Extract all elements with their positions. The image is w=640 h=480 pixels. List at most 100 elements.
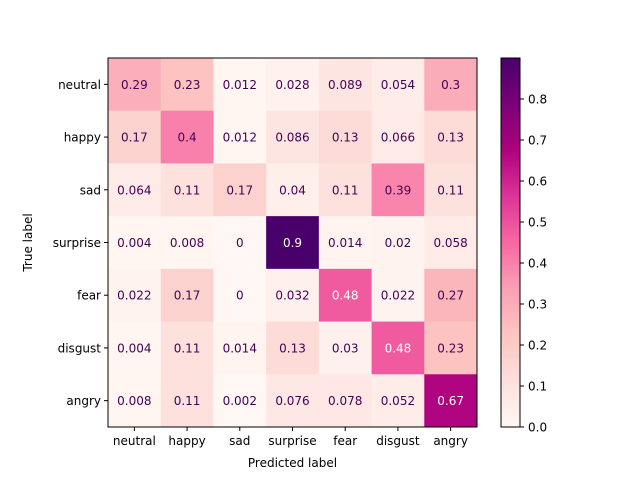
y-tick-label: fear (77, 289, 101, 303)
heatmap-cells (108, 58, 478, 428)
heatmap-cell (266, 321, 320, 375)
cell-value-label: 0.13 (437, 131, 464, 145)
heatmap-cell (318, 58, 373, 112)
heatmap-cell (266, 268, 320, 323)
heatmap-cell (266, 374, 320, 428)
cell-value-label: 0.004 (117, 236, 151, 250)
x-tick-label: neutral (113, 434, 156, 448)
cell-value-label: 0.012 (223, 78, 257, 92)
heatmap-cell (160, 216, 214, 270)
heatmap-cell (213, 163, 267, 217)
heatmap-cell (424, 321, 478, 375)
cell-value-label: 0.17 (226, 183, 253, 197)
cell-value-label: 0.032 (275, 289, 309, 303)
colorbar-tick-label: 0.0 (528, 421, 547, 435)
x-tick-label: happy (168, 434, 205, 448)
heatmap-cell (266, 216, 320, 270)
y-tick-label: surprise (53, 236, 101, 250)
cell-value-label: 0.11 (332, 183, 359, 197)
heatmap-cell (318, 110, 373, 164)
cell-value-label: 0.29 (121, 78, 148, 92)
heatmap-cell (266, 58, 320, 112)
heatmap-cell (371, 216, 425, 270)
colorbar-tick-label: 0.6 (528, 175, 547, 189)
colorbar-tick-label: 0.1 (528, 380, 547, 394)
heatmap-cell (318, 163, 373, 217)
cell-value-label: 0.67 (437, 394, 464, 408)
x-tick-label: disgust (376, 434, 420, 448)
heatmap-cell (318, 216, 373, 270)
cell-value-label: 0.086 (275, 131, 309, 145)
colorbar-tick-label: 0.3 (528, 298, 547, 312)
colorbar-tick-label: 0.7 (528, 134, 547, 148)
cell-value-label: 0.3 (441, 78, 460, 92)
cell-value-label: 0.48 (385, 341, 412, 355)
colorbar-tick-label: 0.4 (528, 257, 547, 271)
y-tick-label: happy (64, 131, 101, 145)
heatmap-cell (213, 216, 267, 270)
cell-value-label: 0.064 (117, 183, 151, 197)
cell-value-label: 0.076 (275, 394, 309, 408)
cell-value-label: 0.008 (117, 394, 151, 408)
cell-value-label: 0.008 (170, 236, 204, 250)
heatmap-cell (160, 321, 214, 375)
heatmap-cell (371, 321, 425, 375)
heatmap-cell (213, 58, 267, 112)
y-axis-label: True label (21, 213, 35, 272)
colorbar (500, 57, 521, 428)
cell-value-label: 0.13 (332, 131, 359, 145)
cell-value-label: 0.012 (223, 131, 257, 145)
cell-value-label: 0.48 (332, 289, 359, 303)
y-tick-label: disgust (58, 341, 102, 355)
heatmap-cell (266, 110, 320, 164)
heatmap-cell (160, 268, 214, 323)
cell-value-label: 0.11 (174, 341, 201, 355)
heatmap-cell (424, 58, 478, 112)
x-axis-ticks: neutral happy sad surprise fear disgust angry (113, 427, 468, 448)
heatmap-cell (108, 321, 162, 375)
x-tick-label: sad (229, 434, 250, 448)
cell-value-label: 0.004 (117, 341, 151, 355)
cell-value-label: 0.054 (381, 78, 415, 92)
cell-value-label: 0.066 (381, 131, 415, 145)
cell-value-label: 0.4 (178, 131, 197, 145)
heatmap-cell (108, 110, 162, 164)
x-axis-label: Predicted label (248, 456, 337, 470)
heatmap-cell (266, 163, 320, 217)
x-tick-label: surprise (268, 434, 316, 448)
heatmap-cell (424, 374, 478, 428)
cell-value-label: 0.02 (385, 236, 412, 250)
cell-value-label: 0.04 (279, 183, 306, 197)
heatmap-cell (424, 268, 478, 323)
heatmap-cell (424, 163, 478, 217)
cell-value-label: 0.23 (437, 341, 464, 355)
cell-value-label: 0.27 (437, 289, 464, 303)
y-tick-label: neutral (58, 78, 101, 92)
colorbar-tick-label: 0.5 (528, 216, 547, 230)
heatmap-cell (318, 268, 373, 323)
heatmap-cell (213, 268, 267, 323)
x-tick-label: angry (433, 434, 468, 448)
heatmap-cell (160, 163, 214, 217)
heatmap-cell (213, 374, 267, 428)
heatmap-cell (371, 374, 425, 428)
cell-value-label: 0.39 (385, 183, 412, 197)
cell-value-label: 0.23 (174, 78, 201, 92)
cell-value-label: 0.17 (174, 289, 201, 303)
cell-value-label: 0.022 (117, 289, 151, 303)
cell-value-label: 0.028 (275, 78, 309, 92)
heatmap-cell (108, 216, 162, 270)
cell-value-label: 0.11 (437, 183, 464, 197)
x-tick-label: fear (333, 434, 357, 448)
colorbar-tick-label: 0.2 (528, 339, 547, 353)
heatmap-cell (424, 216, 478, 270)
y-tick-label: angry (66, 394, 101, 408)
cell-value-label: 0.002 (223, 394, 257, 408)
cell-value-label: 0.058 (433, 236, 467, 250)
y-axis-ticks: neutral happy sad surprise fear disgust angry (53, 78, 108, 408)
heatmap-cell (213, 321, 267, 375)
heatmap-cell (318, 374, 373, 428)
cell-value-label: 0.089 (328, 78, 362, 92)
cell-value-label: 0.13 (279, 341, 306, 355)
cell-value-label: 0.052 (381, 394, 415, 408)
